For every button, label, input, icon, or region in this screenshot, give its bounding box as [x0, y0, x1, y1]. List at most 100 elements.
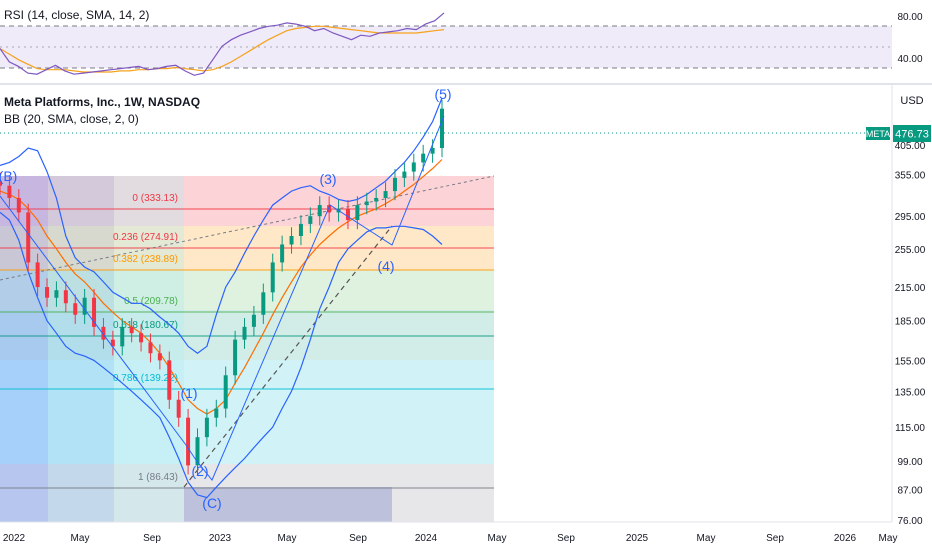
candle-body [411, 162, 416, 172]
rsi-tick-label: 40.00 [897, 54, 922, 65]
candle-body [120, 326, 125, 347]
elliott-wave-label[interactable]: (4) [377, 258, 394, 274]
price-tick-label: 155.00 [895, 356, 926, 367]
elliott-wave-label[interactable]: (B) [0, 168, 17, 184]
candle-body [16, 197, 21, 213]
price-tick-label: 255.00 [895, 245, 926, 256]
candle-body [223, 375, 228, 409]
fib-level-label: 1 (86.43) [138, 472, 178, 483]
bb-lower-line [0, 211, 443, 499]
time-tick-label: May [278, 533, 297, 544]
trend-line-dashed[interactable] [0, 175, 495, 281]
candle-body [54, 290, 59, 298]
bb-basis-line [0, 159, 443, 415]
price-tick-label: 295.00 [895, 212, 926, 223]
price-tick-label: 215.00 [895, 283, 926, 294]
candle-body [327, 205, 332, 213]
bb-upper-line [0, 97, 443, 354]
fib-level-label: 0 (333.13) [132, 193, 178, 204]
trend-line-c-4[interactable] [183, 225, 393, 488]
price-pane[interactable] [0, 97, 445, 499]
elliott-wave-path[interactable] [0, 115, 445, 481]
elliott-wave-label[interactable]: (2) [191, 463, 208, 479]
candle-body [261, 292, 266, 315]
fib-level-label: 0.786 (139.22) [113, 373, 178, 384]
fib-level-label: 0.5 (209.78) [124, 296, 178, 307]
elliott-wave-label[interactable]: (1) [180, 385, 197, 401]
time-tick-label: Sep [557, 533, 575, 544]
fib-zone-786-1 [0, 464, 494, 522]
candle-body [110, 339, 115, 347]
rsi-ma-line [0, 25, 445, 73]
candle-body [148, 342, 153, 354]
candle-body [195, 437, 200, 466]
price-tick-label: 76.00 [897, 516, 922, 527]
fib-zone-618-786 [0, 360, 494, 464]
time-tick-label: Sep [349, 533, 367, 544]
candle-body [26, 212, 31, 263]
time-tick-label: May [879, 533, 898, 544]
fib-retracement[interactable]: 0 (333.13) 0.236 (274.91) 0.382 (238.89) 0.… [0, 176, 494, 522]
price-tick-label: 99.00 [897, 457, 922, 468]
price-tick-label: 87.00 [897, 486, 922, 497]
rsi-tick-label: 80.00 [897, 12, 922, 23]
rsi-indicator-label[interactable]: RSI (14, close, SMA, 14, 2) [4, 8, 150, 22]
candle-body [392, 177, 397, 192]
candle-body [289, 236, 294, 245]
candle-body [430, 147, 435, 154]
candle-body [440, 108, 444, 148]
bb-indicator-label[interactable]: BB (20, SMA, close, 2, 0) [4, 112, 139, 126]
elliott-wave-label[interactable]: (3) [319, 171, 336, 187]
candle-body [280, 244, 285, 263]
last-price-text: 476.73 [895, 129, 929, 141]
time-zone-1 [0, 176, 48, 522]
price-tick-label: 185.00 [895, 317, 926, 328]
time-tick-label: May [697, 533, 716, 544]
symbol-tag [866, 127, 890, 140]
fib-level-label: 0.236 (274.91) [113, 232, 178, 243]
elliott-wave-label[interactable]: (C) [202, 495, 221, 511]
fib-level-label: 0.382 (238.89) [113, 254, 178, 265]
candle-body [355, 205, 360, 221]
candle-body [270, 262, 275, 293]
candle-body [7, 185, 12, 198]
candle-body [383, 191, 388, 198]
candle-body [157, 353, 162, 361]
candle-body [0, 181, 2, 186]
candle-body [364, 201, 369, 206]
candle-body [298, 223, 303, 237]
candle-body [233, 339, 238, 376]
candle-body [167, 360, 172, 400]
chart-title: Meta Platforms, Inc., 1W, NASDAQ [4, 95, 201, 109]
time-tick-label: 2026 [834, 533, 857, 544]
currency-label[interactable]: USD [900, 95, 924, 107]
candle-body [308, 216, 313, 224]
time-tick-label: Sep [143, 533, 161, 544]
rsi-line [0, 12, 445, 76]
candle-body [421, 153, 426, 163]
time-tick-label: 2023 [209, 533, 232, 544]
candle-body [374, 197, 379, 202]
candle-body [402, 171, 407, 178]
candle-body [139, 333, 144, 343]
candle-body [242, 326, 247, 340]
elliott-wave-label[interactable]: (5) [434, 86, 451, 102]
candle-body [214, 408, 219, 418]
time-tick-label: 2024 [415, 533, 438, 544]
candle-body [45, 287, 50, 298]
candle-body [176, 399, 181, 418]
candle-body [251, 314, 256, 327]
price-tick-label: 115.00 [895, 423, 925, 434]
rsi-pane[interactable] [0, 12, 892, 76]
time-tick-label: May [71, 533, 90, 544]
fib-zone-0-236 [0, 176, 494, 226]
price-tick-label: 355.00 [895, 171, 926, 182]
candle-body [63, 290, 68, 304]
time-zone-2 [48, 176, 114, 522]
candle-body [317, 205, 322, 217]
time-tick-label: May [488, 533, 507, 544]
candle-body [129, 326, 134, 334]
fib-level-label: 0.618 (180.67) [113, 320, 178, 331]
fib-zone-5-618 [0, 310, 494, 360]
